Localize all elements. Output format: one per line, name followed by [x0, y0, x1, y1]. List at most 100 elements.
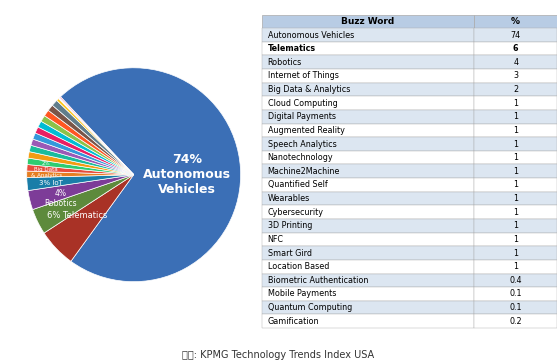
FancyBboxPatch shape	[262, 273, 475, 287]
Text: Speech Analytics: Speech Analytics	[268, 139, 336, 149]
FancyBboxPatch shape	[475, 192, 557, 205]
Text: Cloud Computing: Cloud Computing	[268, 99, 338, 108]
Wedge shape	[38, 121, 134, 175]
Text: 1: 1	[513, 208, 518, 217]
Text: 1: 1	[513, 262, 518, 271]
Text: 1: 1	[513, 99, 518, 108]
Text: 1: 1	[513, 221, 518, 230]
FancyBboxPatch shape	[262, 246, 475, 260]
Text: 74%
Autonomous
Vehicles: 74% Autonomous Vehicles	[143, 153, 231, 196]
Text: Machine2Machine: Machine2Machine	[268, 167, 340, 176]
FancyBboxPatch shape	[262, 28, 475, 42]
Text: 3D Printing: 3D Printing	[268, 221, 312, 230]
FancyBboxPatch shape	[475, 96, 557, 110]
Wedge shape	[27, 165, 134, 175]
FancyBboxPatch shape	[475, 301, 557, 314]
FancyBboxPatch shape	[262, 219, 475, 233]
FancyBboxPatch shape	[262, 233, 475, 246]
Text: 0.1: 0.1	[510, 289, 522, 298]
Text: 4%
Robotics: 4% Robotics	[44, 189, 77, 208]
Text: Location Based: Location Based	[268, 262, 329, 271]
Text: 1: 1	[513, 139, 518, 149]
Text: 74: 74	[511, 31, 521, 40]
Text: 1: 1	[513, 167, 518, 176]
FancyBboxPatch shape	[262, 314, 475, 328]
FancyBboxPatch shape	[475, 273, 557, 287]
Wedge shape	[60, 97, 134, 175]
FancyBboxPatch shape	[262, 15, 475, 28]
FancyBboxPatch shape	[262, 287, 475, 301]
Text: 0.2: 0.2	[509, 317, 522, 326]
Text: Quantified Self: Quantified Self	[268, 181, 328, 189]
Text: 0.1: 0.1	[510, 303, 522, 312]
Text: 1: 1	[513, 112, 518, 121]
Text: Gamification: Gamification	[268, 317, 319, 326]
Text: 1: 1	[513, 194, 518, 203]
Text: 6: 6	[513, 44, 519, 53]
FancyBboxPatch shape	[475, 69, 557, 83]
Text: Smart Gird: Smart Gird	[268, 249, 312, 258]
Text: 1: 1	[513, 249, 518, 258]
FancyBboxPatch shape	[262, 205, 475, 219]
Wedge shape	[45, 110, 134, 175]
Wedge shape	[31, 139, 134, 175]
Text: Wearables: Wearables	[268, 194, 310, 203]
Text: 2: 2	[513, 85, 518, 94]
Text: %: %	[511, 17, 520, 26]
Text: 자료: KPMG Technology Trends Index USA: 자료: KPMG Technology Trends Index USA	[183, 351, 374, 360]
Text: 3% IoT: 3% IoT	[38, 179, 62, 186]
Wedge shape	[33, 175, 134, 233]
FancyBboxPatch shape	[262, 55, 475, 69]
FancyBboxPatch shape	[262, 192, 475, 205]
FancyBboxPatch shape	[475, 314, 557, 328]
FancyBboxPatch shape	[262, 69, 475, 83]
FancyBboxPatch shape	[262, 260, 475, 273]
Text: Telematics: Telematics	[268, 44, 316, 53]
FancyBboxPatch shape	[475, 205, 557, 219]
Wedge shape	[59, 98, 134, 175]
Text: Buzz Word: Buzz Word	[341, 17, 395, 26]
Text: 1: 1	[513, 153, 518, 162]
Text: 2%
Big Data
& Analytics: 2% Big Data & Analytics	[31, 161, 62, 178]
FancyBboxPatch shape	[475, 124, 557, 137]
Text: Augmented Reality: Augmented Reality	[268, 126, 345, 135]
Text: Robotics: Robotics	[268, 58, 302, 67]
FancyBboxPatch shape	[475, 287, 557, 301]
Text: Nanotechnology: Nanotechnology	[268, 153, 333, 162]
Text: 0.4: 0.4	[510, 276, 522, 285]
FancyBboxPatch shape	[262, 96, 475, 110]
Wedge shape	[57, 99, 134, 175]
FancyBboxPatch shape	[475, 246, 557, 260]
FancyBboxPatch shape	[262, 110, 475, 124]
FancyBboxPatch shape	[262, 83, 475, 96]
Text: Mobile Payments: Mobile Payments	[268, 289, 336, 298]
FancyBboxPatch shape	[262, 165, 475, 178]
Text: 1: 1	[513, 181, 518, 189]
FancyBboxPatch shape	[475, 110, 557, 124]
Wedge shape	[27, 175, 134, 191]
Wedge shape	[33, 133, 134, 175]
FancyBboxPatch shape	[262, 124, 475, 137]
Wedge shape	[61, 68, 241, 282]
Text: Quantum Computing: Quantum Computing	[268, 303, 352, 312]
Wedge shape	[28, 152, 134, 175]
FancyBboxPatch shape	[262, 137, 475, 151]
Text: 1: 1	[513, 126, 518, 135]
Text: Big Data & Analytics: Big Data & Analytics	[268, 85, 350, 94]
Text: 6% Telematics: 6% Telematics	[47, 211, 108, 220]
Text: Biometric Authentication: Biometric Authentication	[268, 276, 368, 285]
FancyBboxPatch shape	[475, 165, 557, 178]
Text: Digital Payments: Digital Payments	[268, 112, 336, 121]
FancyBboxPatch shape	[475, 83, 557, 96]
FancyBboxPatch shape	[475, 42, 557, 55]
FancyBboxPatch shape	[475, 55, 557, 69]
FancyBboxPatch shape	[475, 151, 557, 165]
Wedge shape	[52, 100, 134, 175]
FancyBboxPatch shape	[475, 137, 557, 151]
FancyBboxPatch shape	[262, 42, 475, 55]
Text: Autonomous Vehicles: Autonomous Vehicles	[268, 31, 354, 40]
FancyBboxPatch shape	[262, 151, 475, 165]
Wedge shape	[41, 116, 134, 175]
Text: 4: 4	[513, 58, 518, 67]
Wedge shape	[27, 158, 134, 175]
